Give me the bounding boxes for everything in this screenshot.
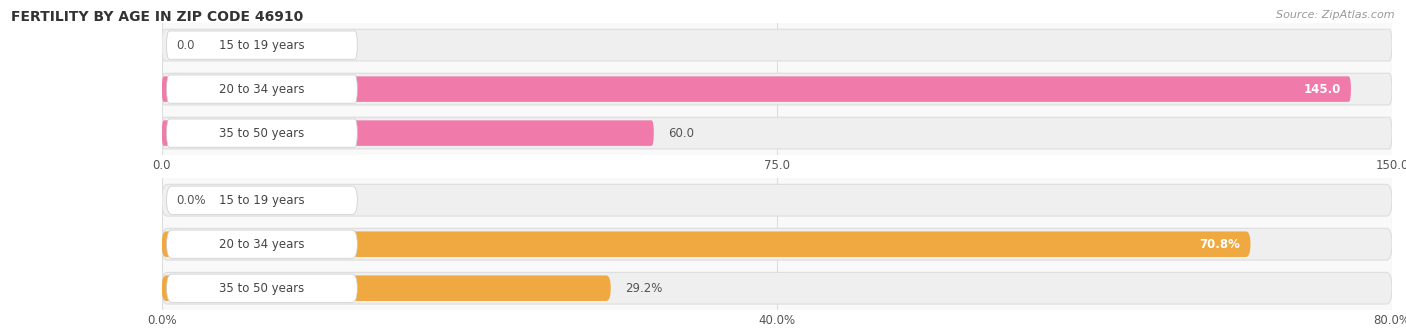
FancyBboxPatch shape: [166, 31, 357, 59]
FancyBboxPatch shape: [162, 272, 1392, 304]
Text: 35 to 50 years: 35 to 50 years: [219, 282, 305, 295]
FancyBboxPatch shape: [162, 120, 654, 146]
Text: 29.2%: 29.2%: [626, 282, 662, 295]
Text: 0.0: 0.0: [177, 39, 195, 51]
FancyBboxPatch shape: [162, 117, 1392, 149]
FancyBboxPatch shape: [166, 230, 357, 258]
Text: FERTILITY BY AGE IN ZIP CODE 46910: FERTILITY BY AGE IN ZIP CODE 46910: [11, 10, 304, 24]
Text: Source: ZipAtlas.com: Source: ZipAtlas.com: [1277, 10, 1395, 20]
Text: 20 to 34 years: 20 to 34 years: [219, 238, 305, 251]
Text: 145.0: 145.0: [1303, 82, 1341, 96]
FancyBboxPatch shape: [162, 73, 1392, 105]
Text: 15 to 19 years: 15 to 19 years: [219, 39, 305, 51]
Text: 70.8%: 70.8%: [1199, 238, 1240, 251]
FancyBboxPatch shape: [166, 119, 357, 147]
Text: 60.0: 60.0: [669, 127, 695, 140]
FancyBboxPatch shape: [162, 184, 1392, 216]
FancyBboxPatch shape: [162, 29, 1392, 61]
Text: 35 to 50 years: 35 to 50 years: [219, 127, 305, 140]
FancyBboxPatch shape: [162, 228, 1392, 260]
Text: 20 to 34 years: 20 to 34 years: [219, 82, 305, 96]
FancyBboxPatch shape: [162, 76, 1351, 102]
Text: 0.0%: 0.0%: [177, 194, 207, 207]
FancyBboxPatch shape: [166, 75, 357, 103]
FancyBboxPatch shape: [162, 276, 610, 301]
FancyBboxPatch shape: [166, 186, 357, 214]
Text: 15 to 19 years: 15 to 19 years: [219, 194, 305, 207]
FancyBboxPatch shape: [166, 274, 357, 302]
FancyBboxPatch shape: [162, 231, 1250, 257]
